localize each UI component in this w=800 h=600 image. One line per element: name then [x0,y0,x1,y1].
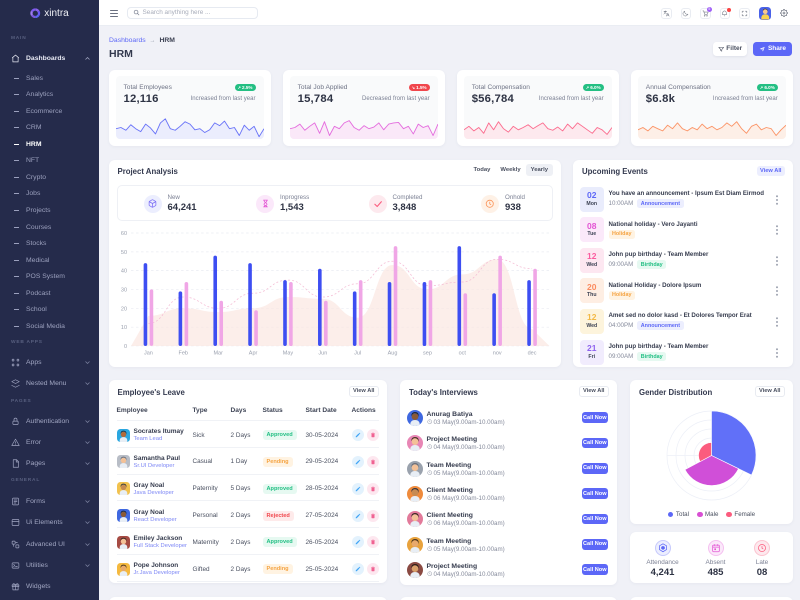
svg-text:Jul: Jul [354,350,361,356]
svg-text:10: 10 [120,325,126,331]
svg-text:sep: sep [423,350,432,356]
svg-text:dec: dec [527,350,536,356]
svg-text:30: 30 [120,287,126,293]
svg-text:Feb: Feb [178,350,187,356]
svg-text:Jun: Jun [318,350,327,356]
svg-text:Jan: Jan [144,350,153,356]
svg-text:oct: oct [458,350,466,356]
svg-text:50: 50 [120,249,126,255]
svg-text:20: 20 [120,306,126,312]
svg-text:Mar: Mar [213,350,223,356]
svg-text:40: 40 [120,268,126,274]
svg-text:0: 0 [123,343,126,349]
svg-text:May: May [282,350,293,356]
svg-text:Aug: Aug [387,350,397,356]
svg-text:Apr: Apr [248,350,257,356]
svg-text:nov: nov [492,350,501,356]
svg-text:60: 60 [120,231,126,237]
